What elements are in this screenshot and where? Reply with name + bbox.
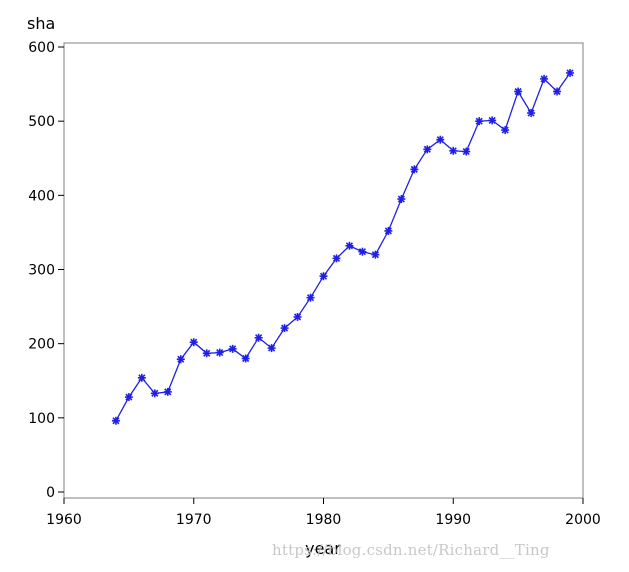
x-tick-label: 1980 <box>306 512 342 528</box>
data-point <box>501 126 510 135</box>
data-point <box>423 145 432 154</box>
data-point <box>514 87 523 96</box>
data-point <box>553 87 562 96</box>
data-point <box>384 226 393 235</box>
y-tick-label: 100 <box>28 411 55 427</box>
x-tick-label: 2000 <box>565 512 601 528</box>
data-point <box>215 348 224 357</box>
data-point <box>371 250 380 259</box>
data-point <box>163 387 172 396</box>
data-point <box>124 393 133 402</box>
data-point <box>527 109 536 118</box>
data-point <box>540 74 549 83</box>
data-point <box>202 349 211 358</box>
data-point <box>111 416 120 425</box>
x-tick-label: 1970 <box>176 512 212 528</box>
data-point <box>345 241 354 250</box>
y-tick-label: 400 <box>28 188 55 204</box>
data-point <box>436 135 445 144</box>
x-tick-label: 1960 <box>46 512 82 528</box>
data-point <box>332 254 341 263</box>
plot-area <box>63 42 584 499</box>
y-axis-title: sha <box>27 14 55 33</box>
data-point <box>137 373 146 382</box>
data-point <box>475 117 484 126</box>
data-point <box>176 355 185 364</box>
data-markers <box>111 68 575 425</box>
data-point <box>150 389 159 398</box>
data-point <box>566 68 575 77</box>
x-axis-title: year <box>305 539 341 558</box>
data-point <box>280 324 289 333</box>
data-point <box>306 293 315 302</box>
data-point <box>228 344 237 353</box>
y-axis: 0 100 200 300 400 500 600 <box>28 40 64 501</box>
y-tick-label: 0 <box>46 485 55 501</box>
watermark: https://blog.csdn.net/Richard__Ting <box>272 541 550 559</box>
data-point <box>449 146 458 155</box>
y-tick-label: 300 <box>28 263 55 279</box>
y-tick-label: 500 <box>28 114 55 130</box>
data-point <box>410 165 419 174</box>
data-point <box>189 338 198 347</box>
data-point <box>267 344 276 353</box>
x-axis: 1960 1970 1980 1990 2000 <box>46 498 601 528</box>
data-point <box>254 333 263 342</box>
series-line <box>115 72 571 422</box>
data-point <box>241 354 250 363</box>
data-point <box>462 147 471 156</box>
data-point <box>358 247 367 256</box>
data-point <box>319 272 328 281</box>
x-tick-label: 1990 <box>435 512 471 528</box>
data-point <box>397 195 406 204</box>
y-tick-label: 200 <box>28 337 55 353</box>
data-point <box>488 116 497 125</box>
data-point <box>293 312 302 321</box>
y-tick-label: 600 <box>28 40 55 56</box>
